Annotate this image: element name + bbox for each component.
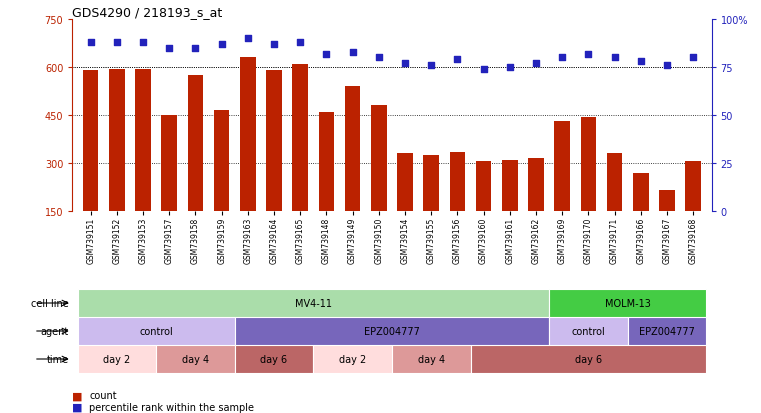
Bar [392, 345, 470, 373]
Text: ■: ■ [72, 402, 83, 412]
Bar [633, 173, 648, 259]
Point [399, 61, 411, 67]
Bar [628, 317, 706, 345]
Text: control: control [139, 326, 173, 336]
Bar [292, 65, 308, 259]
Text: time: time [47, 354, 69, 364]
Text: percentile rank within the sample: percentile rank within the sample [89, 402, 254, 412]
Text: ■: ■ [72, 390, 83, 400]
Point [295, 40, 307, 46]
Bar [659, 191, 675, 259]
Bar [314, 345, 392, 373]
Point [687, 55, 699, 62]
Bar [83, 71, 98, 259]
Text: GDS4290 / 218193_s_at: GDS4290 / 218193_s_at [72, 6, 222, 19]
Point [242, 36, 254, 43]
Bar [581, 117, 597, 259]
Bar [234, 317, 549, 345]
Point [556, 55, 568, 62]
Bar [470, 345, 706, 373]
Bar [240, 58, 256, 259]
Text: day 6: day 6 [575, 354, 602, 364]
Point [451, 57, 463, 64]
Bar [214, 111, 230, 259]
Point [425, 63, 438, 69]
Bar [686, 162, 701, 259]
Point [477, 66, 489, 73]
Text: MV4-11: MV4-11 [295, 298, 332, 308]
Bar [135, 69, 151, 259]
Point [609, 55, 621, 62]
Bar [266, 71, 282, 259]
Bar [78, 345, 156, 373]
Point [320, 51, 333, 58]
Bar [78, 289, 549, 317]
Point [111, 40, 123, 46]
Bar [109, 69, 125, 259]
Bar [502, 160, 517, 259]
Bar [78, 317, 234, 345]
Point [373, 55, 385, 62]
Text: day 2: day 2 [103, 354, 130, 364]
Bar [371, 106, 387, 259]
Bar [156, 345, 234, 373]
Bar [450, 152, 465, 259]
Point [189, 45, 202, 52]
Bar [423, 156, 439, 259]
Point [163, 45, 175, 52]
Bar [607, 154, 622, 259]
Text: MOLM-13: MOLM-13 [605, 298, 651, 308]
Point [137, 40, 149, 46]
Bar [161, 116, 177, 259]
Point [582, 51, 594, 58]
Point [346, 49, 358, 56]
Text: day 6: day 6 [260, 354, 288, 364]
Bar [345, 87, 361, 259]
Text: day 4: day 4 [418, 354, 444, 364]
Text: control: control [572, 326, 605, 336]
Text: EPZ004777: EPZ004777 [639, 326, 695, 336]
Text: day 4: day 4 [182, 354, 209, 364]
Point [661, 63, 673, 69]
Point [84, 40, 97, 46]
Bar [187, 76, 203, 259]
Text: count: count [89, 390, 116, 400]
Point [635, 59, 647, 65]
Text: cell line: cell line [31, 298, 69, 308]
Bar [528, 159, 544, 259]
Text: agent: agent [41, 326, 69, 336]
Point [530, 61, 542, 67]
Point [215, 42, 228, 48]
Text: day 2: day 2 [339, 354, 366, 364]
Point [504, 64, 516, 71]
Bar [549, 289, 706, 317]
Bar [549, 317, 628, 345]
Bar [234, 345, 314, 373]
Bar [319, 112, 334, 259]
Point [268, 42, 280, 48]
Bar [476, 162, 492, 259]
Bar [397, 154, 413, 259]
Text: EPZ004777: EPZ004777 [364, 326, 420, 336]
Bar [554, 122, 570, 259]
